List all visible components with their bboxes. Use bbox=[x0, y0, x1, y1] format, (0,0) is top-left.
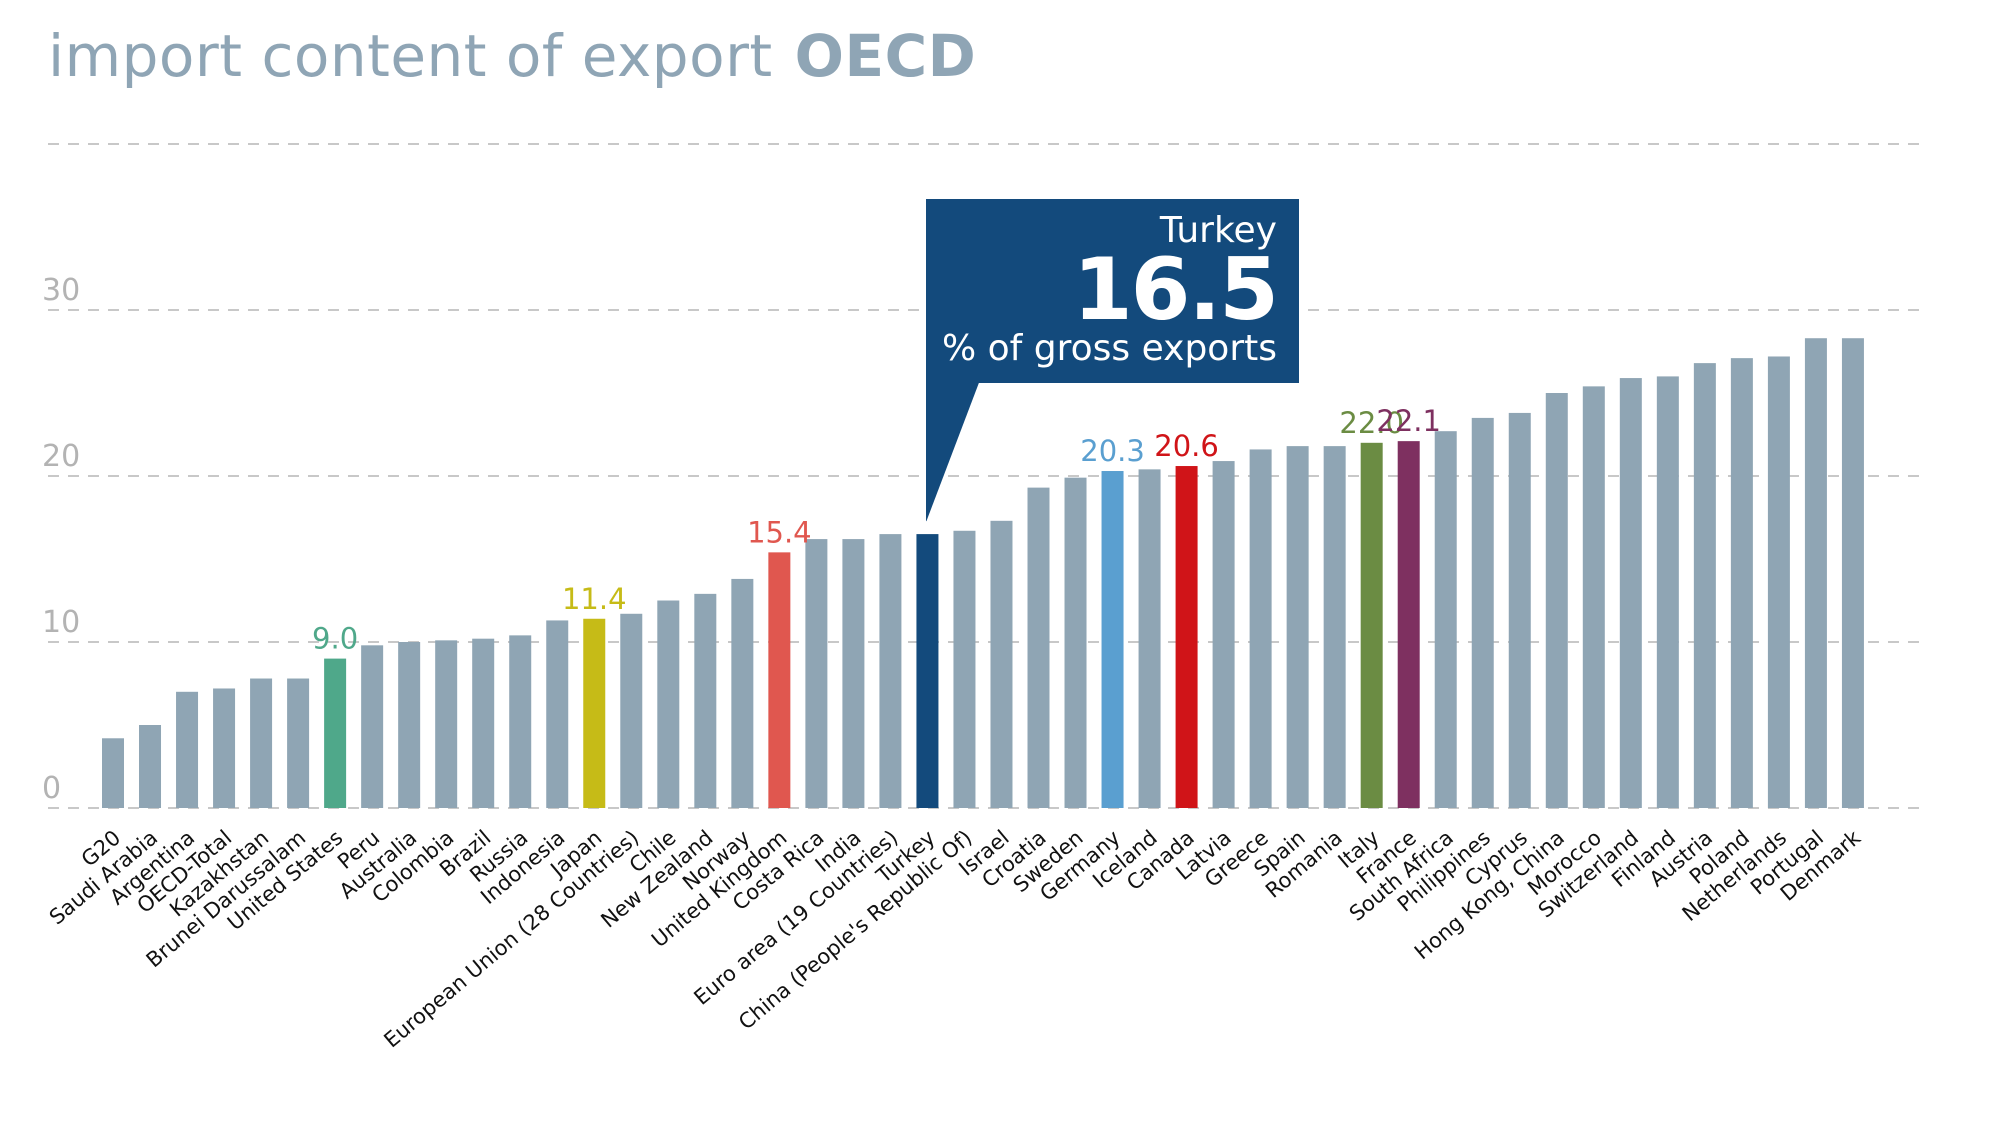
bar bbox=[805, 539, 828, 808]
bar bbox=[953, 530, 976, 808]
callout-unit: % of gross exports bbox=[941, 328, 1277, 369]
value-label: 15.4 bbox=[747, 515, 812, 549]
bars bbox=[102, 338, 1864, 808]
bar bbox=[1360, 442, 1383, 808]
bar bbox=[1693, 363, 1716, 808]
bar bbox=[250, 678, 273, 808]
y-tick-label: 20 bbox=[42, 439, 80, 474]
bar bbox=[361, 645, 384, 808]
bar bbox=[324, 658, 347, 808]
bar bbox=[1249, 449, 1272, 808]
bar bbox=[1101, 471, 1124, 808]
bar bbox=[1582, 386, 1605, 808]
bar bbox=[472, 638, 495, 808]
y-tick-label: 30 bbox=[42, 273, 80, 308]
bar bbox=[1286, 446, 1309, 808]
bar bbox=[1027, 487, 1050, 808]
value-label: 11.4 bbox=[562, 582, 627, 616]
bar bbox=[990, 520, 1013, 808]
chart-title-text: import content of export bbox=[48, 22, 773, 90]
bar bbox=[1804, 338, 1827, 808]
bar bbox=[842, 539, 865, 808]
bar bbox=[398, 642, 421, 808]
bar bbox=[694, 593, 717, 808]
turkey-callout: Turkey 16.5 % of gross exports bbox=[926, 199, 1299, 383]
bar bbox=[435, 640, 458, 808]
bar bbox=[546, 620, 569, 808]
bar bbox=[139, 725, 162, 808]
bar bbox=[1841, 338, 1864, 808]
value-label: 20.6 bbox=[1154, 429, 1219, 463]
callout-country: Turkey bbox=[1159, 210, 1277, 251]
callout-pointer bbox=[926, 380, 980, 522]
bar bbox=[1545, 393, 1568, 808]
y-tick-label: 0 bbox=[42, 771, 61, 806]
bar bbox=[916, 534, 939, 808]
value-label: 9.0 bbox=[312, 622, 358, 656]
bar bbox=[1767, 356, 1790, 808]
value-label: 22.0 bbox=[1339, 406, 1404, 440]
bar bbox=[1471, 417, 1494, 808]
chart-source: OECD bbox=[794, 22, 977, 90]
bar bbox=[879, 534, 902, 808]
bar bbox=[1138, 469, 1161, 808]
bar bbox=[176, 691, 199, 808]
bar bbox=[768, 552, 791, 808]
bar bbox=[1730, 358, 1753, 808]
bar bbox=[731, 578, 754, 808]
bar bbox=[213, 688, 236, 808]
bar bbox=[287, 678, 310, 808]
bar bbox=[1619, 378, 1642, 808]
bar bbox=[1508, 412, 1531, 808]
bar bbox=[102, 738, 124, 808]
callout-value: 16.5 bbox=[1072, 240, 1279, 340]
bar bbox=[657, 600, 680, 808]
chart-title: import content of export OECD bbox=[48, 22, 976, 90]
bar bbox=[1434, 431, 1457, 808]
bar bbox=[509, 635, 532, 808]
bar bbox=[1656, 376, 1679, 808]
bar bbox=[1175, 466, 1198, 808]
value-label: 22.1 bbox=[1376, 404, 1441, 438]
bar bbox=[583, 618, 606, 808]
value-labels: 9.0 11.4 15.4 20.3 20.6 22.022.1 bbox=[312, 404, 1441, 655]
bar bbox=[1397, 441, 1420, 808]
value-label: 20.3 bbox=[1080, 434, 1145, 468]
bar bbox=[1323, 446, 1346, 808]
y-axis-ticks: 0 10 20 30 bbox=[42, 273, 80, 806]
y-tick-label: 10 bbox=[42, 605, 80, 640]
bar bbox=[1064, 477, 1087, 808]
bar bbox=[1212, 461, 1235, 808]
bar bbox=[620, 613, 643, 808]
gridlines bbox=[48, 143, 1922, 809]
